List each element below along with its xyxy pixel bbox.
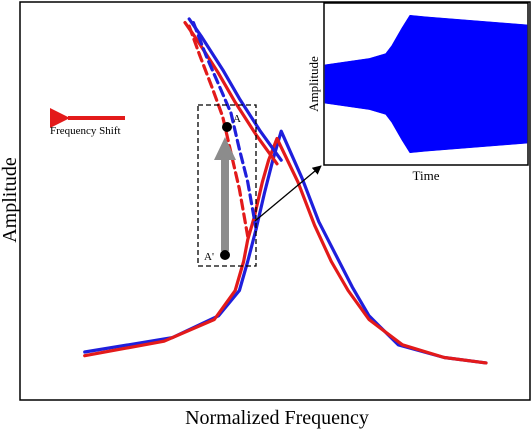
main-y-axis-label: Amplitude	[0, 157, 21, 243]
point-a-label: A	[233, 113, 241, 125]
series-line-3	[183, 21, 279, 166]
inset-chart: Time Amplitude	[306, 2, 529, 183]
main-x-axis-label: Normalized Frequency	[185, 407, 369, 429]
series-line-4	[191, 21, 258, 231]
inset-series-layer	[324, 14, 528, 154]
main-series-layer	[83, 17, 488, 365]
inset-y-axis-label: Amplitude	[306, 56, 321, 112]
point-a-prime-marker	[220, 250, 230, 260]
inset-x-axis-label: Time	[413, 168, 440, 183]
point-a-marker	[222, 122, 232, 132]
inset-connector-arrow	[254, 165, 322, 222]
frequency-shift-label: Frequency Shift	[50, 125, 121, 137]
series-line-5	[187, 24, 250, 238]
point-a-prime-label: A'	[204, 251, 214, 263]
series-line-2	[187, 17, 283, 162]
transition-arrow	[214, 137, 236, 251]
highlight-box	[197, 104, 257, 267]
inset-envelope-0	[324, 14, 528, 154]
